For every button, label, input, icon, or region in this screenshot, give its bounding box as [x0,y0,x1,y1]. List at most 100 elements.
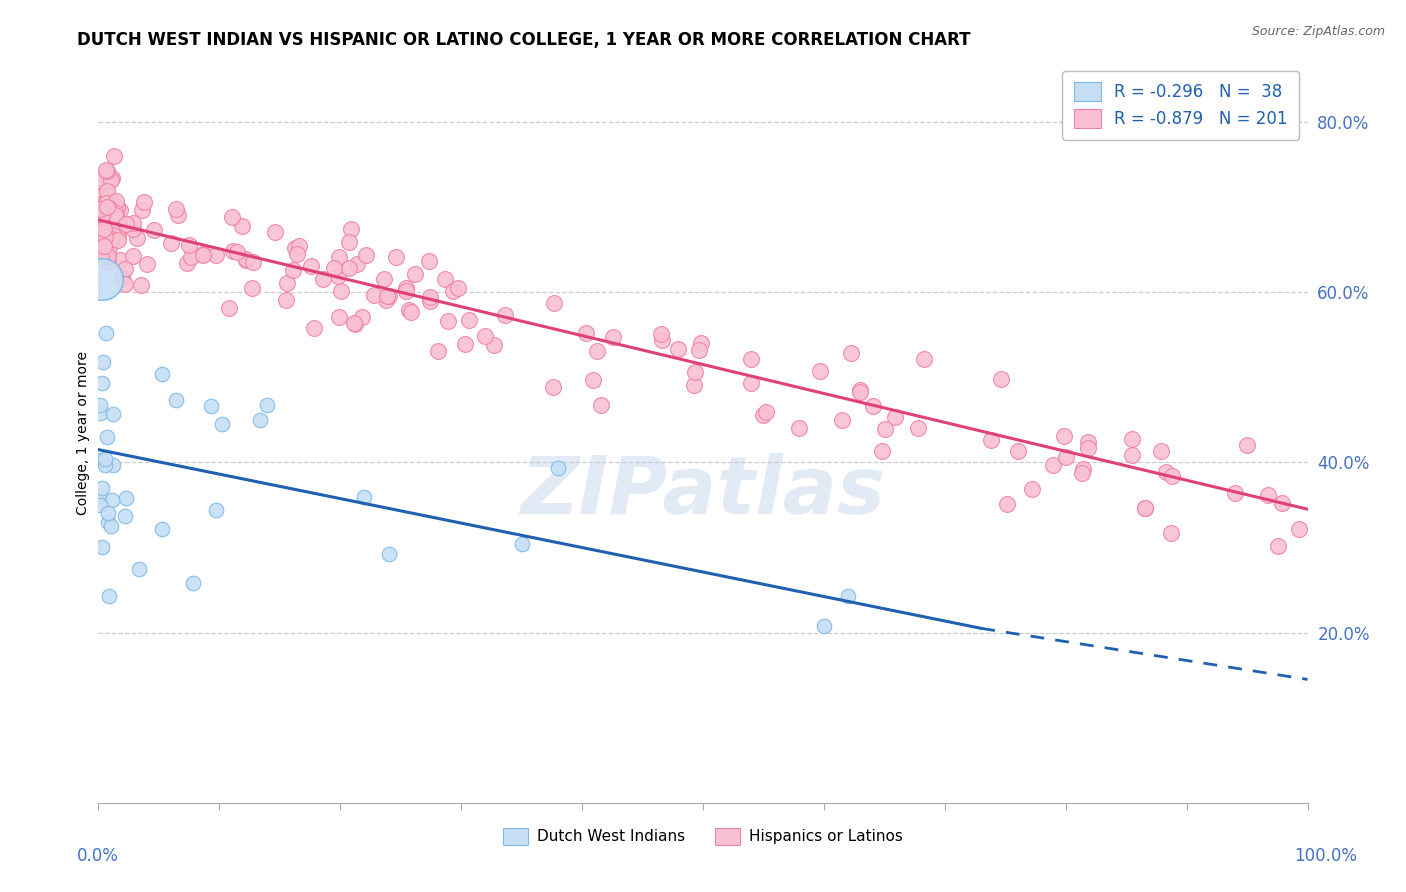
Point [1053,429,1076,443]
Point [97,170,120,185]
Point [111,271,134,285]
Point [96,170,118,185]
Point [849,384,872,398]
Point [105,201,128,215]
Point [97,194,120,208]
Point [94,194,117,209]
Point [377,547,399,561]
Point [90,452,112,467]
Point [312,272,335,286]
Point [218,301,240,315]
Point [454,337,477,351]
Point [101,407,124,421]
Point [89,216,111,230]
Point [263,225,285,239]
Point [177,237,200,252]
Point [337,261,360,276]
Point [114,277,136,292]
Point [378,289,401,303]
Point [101,493,124,508]
Point [104,206,127,220]
Point [97,204,120,219]
Point [96,234,118,248]
Point [89,406,111,420]
Point [862,400,884,414]
Point [1154,465,1177,479]
Point [91,540,114,554]
Point [94,451,117,466]
Point [1077,434,1099,449]
Point [907,421,929,435]
Point [96,233,118,247]
Point [419,293,441,308]
Point [97,506,120,520]
Point [1236,438,1258,452]
Point [256,398,278,412]
Point [122,221,145,235]
Point [100,170,122,185]
Text: Source: ZipAtlas.com: Source: ZipAtlas.com [1251,25,1385,38]
Point [90,224,112,238]
Point [97,229,120,244]
Point [128,562,150,576]
Point [89,215,111,229]
Point [93,238,115,252]
Point [211,417,233,432]
Point [98,241,121,255]
Point [302,321,325,335]
Point [740,352,762,367]
Point [142,223,165,237]
Point [100,231,122,245]
Point [97,255,120,269]
Point [96,184,118,198]
Point [150,367,173,381]
Point [813,619,835,633]
Point [373,272,395,286]
Point [755,404,778,418]
Point [344,318,367,332]
Point [586,344,609,359]
Point [97,249,120,263]
Point [441,284,464,298]
Point [166,208,188,222]
Point [96,200,118,214]
Point [221,210,243,224]
Point [91,208,114,222]
Point [89,202,111,217]
Point [235,253,257,268]
Point [160,235,183,250]
Point [346,257,368,271]
Point [249,413,271,427]
Point [1077,441,1099,455]
Point [89,231,111,245]
Point [89,222,111,236]
Point [363,288,385,302]
Point [1071,466,1094,480]
Point [328,250,350,264]
Point [401,305,423,319]
Text: DUTCH WEST INDIAN VS HISPANIC OR LATINO COLLEGE, 1 YEAR OR MORE CORRELATION CHAR: DUTCH WEST INDIAN VS HISPANIC OR LATINO … [77,31,970,49]
Point [1161,469,1184,483]
Point [1271,496,1294,510]
Point [839,346,862,360]
Point [91,376,114,391]
Point [1121,432,1143,446]
Point [283,263,305,277]
Point [328,310,350,325]
Point [831,413,853,427]
Point [97,189,120,203]
Point [93,235,115,250]
Point [222,244,245,259]
Point [1267,539,1289,553]
Point [89,186,111,201]
Text: 0.0%: 0.0% [77,847,120,865]
Point [375,293,398,307]
Point [96,163,118,178]
Point [94,240,117,254]
Point [682,378,704,392]
Point [510,537,533,551]
Point [740,376,762,390]
Point [122,249,145,263]
Point [103,149,125,163]
Point [328,269,350,284]
